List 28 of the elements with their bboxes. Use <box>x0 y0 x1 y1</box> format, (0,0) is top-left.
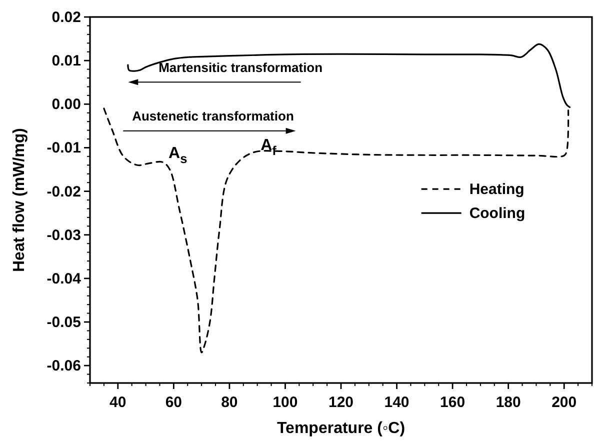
legend-label: Heating <box>469 181 524 198</box>
line-series <box>103 108 570 354</box>
annotation: Austenetic transformation <box>132 108 294 124</box>
x-tick-label: 80 <box>221 394 238 411</box>
x-tick-label: 40 <box>110 394 126 411</box>
x-tick-label: 160 <box>440 394 466 411</box>
x-tick-label: 180 <box>496 394 521 411</box>
y-tick-label: -0.06 <box>46 358 81 375</box>
annotation: Martensitic transformation <box>158 60 323 75</box>
y-tick-label: 0.01 <box>52 52 81 70</box>
y-tick-label: -0.04 <box>46 270 82 288</box>
legend-label: Cooling <box>469 205 526 222</box>
x-tick-label: 100 <box>272 394 298 411</box>
x-tick-label: 120 <box>328 394 354 411</box>
y-tick-label: -0.02 <box>46 183 81 200</box>
x-axis-title: Temperature (◦C) <box>276 420 406 437</box>
annotation: A$_{f}$ <box>260 136 278 158</box>
annotation: A$_{s}$ <box>168 144 188 166</box>
x-tick-label: 60 <box>165 394 182 411</box>
y-tick-label: -0.03 <box>46 226 81 244</box>
y-tick-label: 0.00 <box>52 96 81 114</box>
y-tick-label: 0.02 <box>52 9 81 26</box>
x-tick-label: 140 <box>384 394 410 411</box>
y-tick-label: -0.05 <box>46 314 81 331</box>
y-tick-label: -0.01 <box>46 140 81 157</box>
x-tick-label: 200 <box>552 394 577 411</box>
line-series <box>127 43 570 108</box>
y-axis-title: Heat flow (mW/mg) <box>11 128 28 272</box>
